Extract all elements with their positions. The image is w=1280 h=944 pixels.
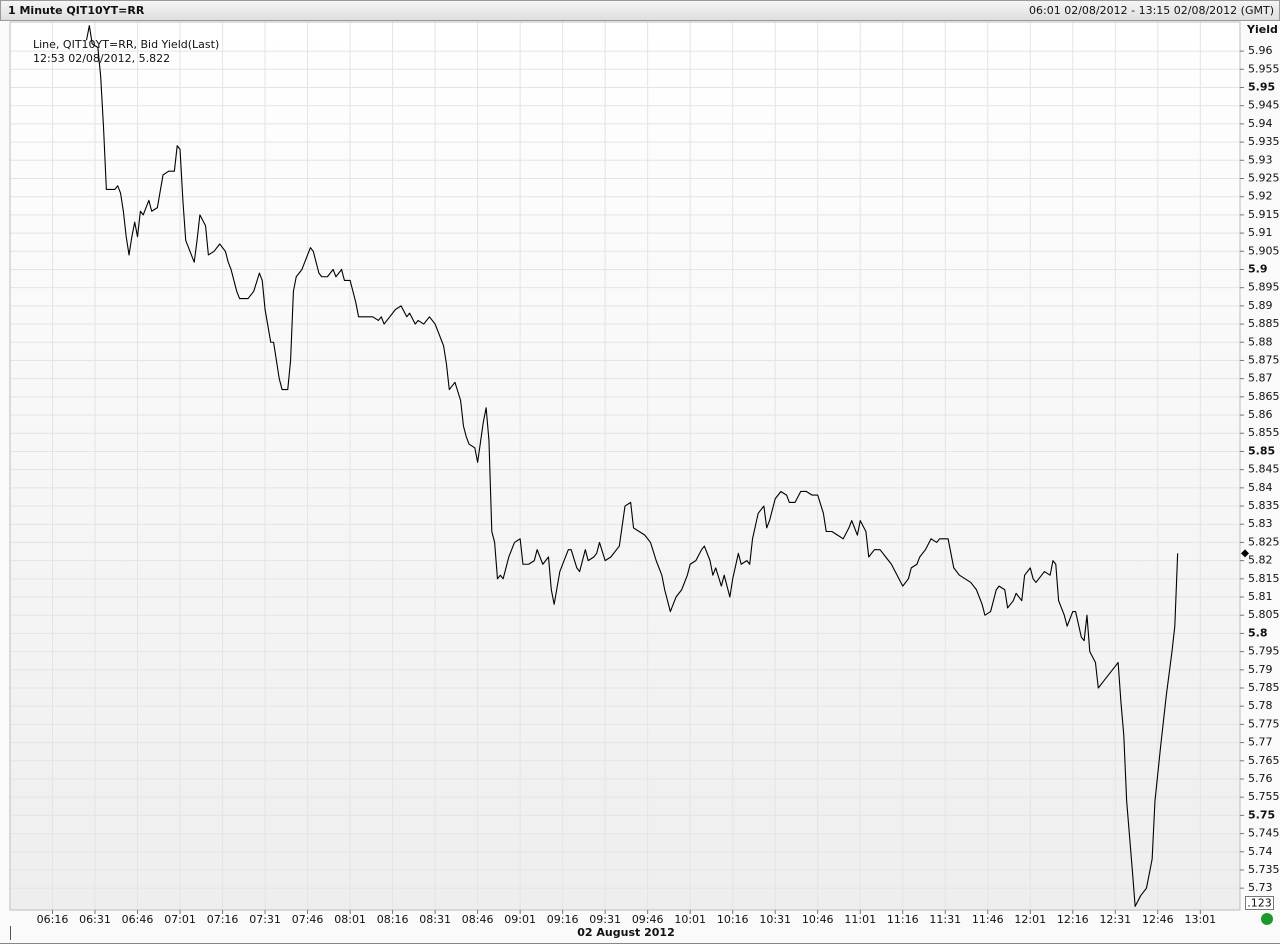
y-tick-label: 5.915 <box>1248 208 1280 221</box>
y-tick-label: 5.785 <box>1248 681 1280 694</box>
y-tick-label: 5.93 <box>1248 153 1273 166</box>
x-tick-label: 08:46 <box>462 913 494 926</box>
plot-area <box>10 22 1240 910</box>
chart-title: 1 Minute QIT10YT=RR <box>8 4 145 17</box>
x-tick-label: 08:16 <box>377 913 409 926</box>
y-tick-label: 5.91 <box>1248 226 1273 239</box>
x-tick-label: 07:46 <box>292 913 324 926</box>
y-axis-label: Yield <box>1246 23 1278 36</box>
x-tick-label: 09:31 <box>589 913 621 926</box>
line-series <box>85 25 1179 907</box>
y-tick-label: 5.815 <box>1248 572 1280 585</box>
x-axis-label: 02 August 2012 <box>577 926 674 939</box>
x-tick-label: 12:16 <box>1057 913 1089 926</box>
x-tick-label: 12:46 <box>1142 913 1174 926</box>
y-tick-label: 5.885 <box>1248 317 1280 330</box>
y-tick-label: 5.775 <box>1248 717 1280 730</box>
x-tick-label: 09:16 <box>547 913 579 926</box>
y-tick-label: 5.795 <box>1248 645 1280 658</box>
y-tick-label: 5.73 <box>1248 881 1273 894</box>
y-tick-label: 5.95 <box>1248 81 1275 94</box>
decimal-button[interactable] <box>1245 896 1274 910</box>
y-tick-label: 5.88 <box>1248 335 1273 348</box>
y-tick-label: 5.92 <box>1248 190 1273 203</box>
y-tick-label: 5.875 <box>1248 353 1280 366</box>
y-tick-label: 5.955 <box>1248 62 1280 75</box>
y-tick-label: 5.82 <box>1248 554 1273 567</box>
x-tick-label: 08:31 <box>419 913 451 926</box>
y-tick-label: 5.77 <box>1248 736 1273 749</box>
x-tick-label: 13:01 <box>1184 913 1216 926</box>
decimal-button-label[interactable]: .123 <box>1247 897 1272 910</box>
y-tick-label: 5.895 <box>1248 281 1280 294</box>
y-tick-label: 5.835 <box>1248 499 1280 512</box>
x-tick-label: 08:01 <box>334 913 366 926</box>
x-tick-label: 07:31 <box>249 913 281 926</box>
x-tick-label: 09:01 <box>504 913 536 926</box>
annotation: Line, QIT10YT=RR, Bid Yield(Last) <box>33 38 219 51</box>
date-range: 06:01 02/08/2012 - 13:15 02/08/2012 (GMT… <box>1029 4 1274 17</box>
x-tick-label: 10:01 <box>674 913 706 926</box>
y-tick-label: 5.825 <box>1248 535 1280 548</box>
y-tick-label: 5.755 <box>1248 790 1280 803</box>
y-tick-label: 5.845 <box>1248 463 1280 476</box>
annotation: 12:53 02/08/2012, 5.822 <box>33 52 170 65</box>
y-tick-label: 5.8 <box>1248 626 1268 639</box>
y-tick-label: 5.805 <box>1248 608 1280 621</box>
y-tick-label: 5.9 <box>1248 262 1268 275</box>
plot-border <box>9 21 1241 911</box>
x-tick-label: 11:01 <box>844 913 876 926</box>
y-tick-label: 5.925 <box>1248 171 1280 184</box>
x-tick-label: 12:31 <box>1099 913 1131 926</box>
y-tick-label: 5.855 <box>1248 426 1280 439</box>
x-tick-label: 07:01 <box>164 913 196 926</box>
y-tick-label: 5.935 <box>1248 135 1280 148</box>
y-tick-label: 5.865 <box>1248 390 1280 403</box>
x-tick-label: 10:16 <box>717 913 749 926</box>
y-tick-label: 5.79 <box>1248 663 1273 676</box>
x-tick-label: 10:46 <box>802 913 834 926</box>
y-tick-label: 5.89 <box>1248 299 1273 312</box>
last-value-marker <box>1241 549 1249 558</box>
y-tick-label: 5.75 <box>1248 808 1275 821</box>
x-tick-label: 11:31 <box>929 913 961 926</box>
y-tick-label: 5.87 <box>1248 372 1273 385</box>
y-tick-label: 5.735 <box>1248 863 1280 876</box>
x-tick-label: 06:16 <box>37 913 69 926</box>
y-tick-label: 5.745 <box>1248 827 1280 840</box>
y-tick-label: 5.86 <box>1248 408 1273 421</box>
y-tick-label: 5.74 <box>1248 845 1273 858</box>
y-tick-label: 5.85 <box>1248 444 1275 457</box>
y-tick-label: 5.78 <box>1248 699 1273 712</box>
x-tick-label: 12:01 <box>1014 913 1046 926</box>
y-tick-label: 5.96 <box>1248 44 1273 57</box>
x-tick-label: 06:46 <box>122 913 154 926</box>
x-tick-label: 09:46 <box>632 913 664 926</box>
x-tick-label: 11:16 <box>887 913 919 926</box>
x-tick-label: 07:16 <box>207 913 239 926</box>
y-tick-label: 5.84 <box>1248 481 1273 494</box>
y-tick-label: 5.905 <box>1248 244 1280 257</box>
y-tick-label: 5.83 <box>1248 517 1273 530</box>
y-tick-label: 5.94 <box>1248 117 1273 130</box>
x-tick-label: 06:31 <box>79 913 111 926</box>
grid <box>10 22 1240 910</box>
status-indicator <box>1261 913 1273 925</box>
y-tick-label: 5.945 <box>1248 99 1280 112</box>
y-tick-label: 5.765 <box>1248 754 1280 767</box>
x-tick-label: 11:46 <box>972 913 1004 926</box>
y-tick-label: 5.76 <box>1248 772 1273 785</box>
y-tick-label: 5.81 <box>1248 590 1273 603</box>
x-tick-label: 10:31 <box>759 913 791 926</box>
